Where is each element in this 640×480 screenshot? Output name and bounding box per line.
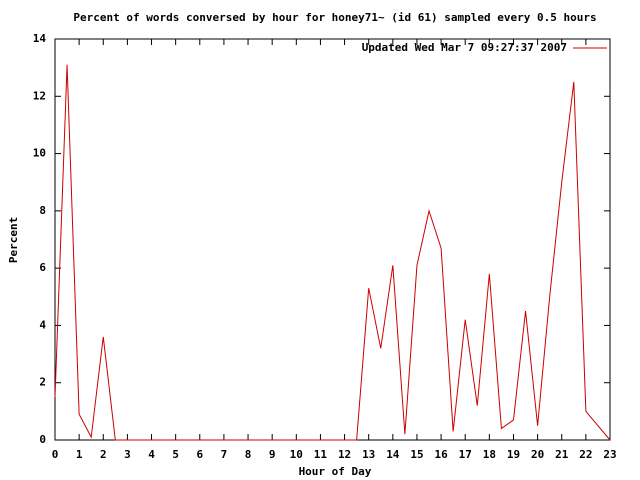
x-tick-label: 3 bbox=[124, 448, 131, 461]
y-tick-label: 4 bbox=[39, 318, 46, 331]
legend-label: Updated Wed Mar 7 09:27:37 2007 bbox=[362, 41, 567, 54]
x-tick-label: 10 bbox=[290, 448, 303, 461]
x-tick-label: 13 bbox=[362, 448, 375, 461]
x-tick-label: 9 bbox=[269, 448, 276, 461]
y-tick-label: 10 bbox=[33, 147, 46, 160]
x-tick-label: 22 bbox=[579, 448, 592, 461]
x-axis-label: Hour of Day bbox=[299, 465, 372, 478]
x-tick-label: 16 bbox=[434, 448, 448, 461]
chart-title: Percent of words conversed by hour for h… bbox=[73, 11, 596, 24]
y-tick-label: 14 bbox=[33, 32, 47, 45]
x-tick-label: 11 bbox=[314, 448, 328, 461]
x-tick-label: 20 bbox=[531, 448, 544, 461]
y-tick-label: 0 bbox=[39, 433, 46, 446]
x-tick-label: 8 bbox=[245, 448, 252, 461]
y-axis-label: Percent bbox=[7, 217, 20, 263]
y-tick-label: 12 bbox=[33, 89, 46, 102]
x-tick-label: 1 bbox=[76, 448, 83, 461]
plot-frame bbox=[54, 38, 611, 441]
y-tick-label: 8 bbox=[39, 204, 46, 217]
x-tick-label: 2 bbox=[100, 448, 107, 461]
x-tick-label: 4 bbox=[148, 448, 155, 461]
x-tick-label: 0 bbox=[52, 448, 59, 461]
x-tick-label: 7 bbox=[221, 448, 228, 461]
x-tick-label: 18 bbox=[483, 448, 496, 461]
x-tick-label: 21 bbox=[555, 448, 569, 461]
x-tick-label: 14 bbox=[386, 448, 400, 461]
y-tick-label: 6 bbox=[39, 261, 46, 274]
x-tick-label: 6 bbox=[196, 448, 203, 461]
data-line bbox=[54, 64, 611, 441]
x-tick-label: 5 bbox=[172, 448, 179, 461]
x-tick-label: 23 bbox=[603, 448, 616, 461]
x-tick-label: 19 bbox=[507, 448, 520, 461]
x-tick-label: 12 bbox=[338, 448, 351, 461]
x-tick-label: 15 bbox=[410, 448, 423, 461]
y-tick-label: 2 bbox=[39, 376, 46, 389]
x-tick-label: 17 bbox=[459, 448, 472, 461]
